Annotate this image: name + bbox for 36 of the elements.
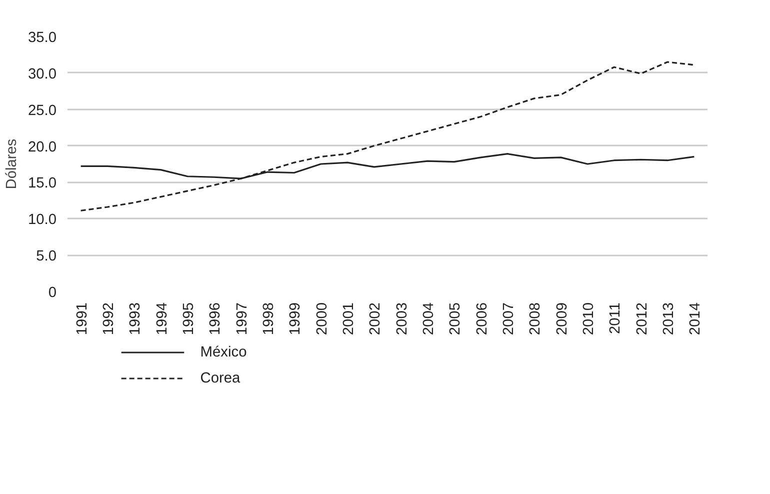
line-series xyxy=(80,61,695,212)
legend-label: Corea xyxy=(200,370,242,386)
y-tick-label: 0 xyxy=(48,285,57,301)
y-tick-label: 30.0 xyxy=(28,66,57,82)
y-tick-label: 25.0 xyxy=(28,102,57,119)
x-tick-label: 2007 xyxy=(501,302,517,336)
x-tick-label: 2014 xyxy=(688,302,704,336)
y-tick-label: 5.0 xyxy=(36,248,56,265)
y-tick-label: 20.0 xyxy=(28,139,57,156)
x-tick-label: 2006 xyxy=(474,302,490,336)
x-tick-label: 2009 xyxy=(554,302,570,336)
x-tick-label: 2002 xyxy=(368,302,384,336)
x-tick-label: 2010 xyxy=(581,302,597,336)
x-tick-label: 2004 xyxy=(421,302,437,336)
x-tick-label: 1993 xyxy=(128,302,144,336)
x-tick-label: 2001 xyxy=(341,302,357,336)
x-tick-label: 1996 xyxy=(208,302,224,336)
x-tick-label: 2000 xyxy=(314,302,330,336)
y-axis-title: Dólares xyxy=(4,138,20,190)
x-tick-label: 2003 xyxy=(394,302,410,336)
x-tick-label: 1991 xyxy=(74,302,90,336)
legend-label: México xyxy=(200,344,247,360)
y-tick-label: 15.0 xyxy=(28,176,57,192)
x-tick-label: 1999 xyxy=(288,302,304,336)
x-tick-label: 2011 xyxy=(608,302,624,334)
x-tick-label: 1997 xyxy=(234,302,250,336)
x-tick-label: 2012 xyxy=(634,302,650,336)
x-tick-label: 2005 xyxy=(448,302,464,336)
x-tick-label: 1994 xyxy=(154,302,170,336)
x-tick-label: 2008 xyxy=(528,302,544,336)
y-tick-label: 10.0 xyxy=(28,212,57,228)
x-tick-label: 2013 xyxy=(661,302,677,336)
x-tick-label: 1992 xyxy=(101,302,117,336)
x-tick-label: 1998 xyxy=(261,302,277,336)
x-tick-label: 1995 xyxy=(181,302,197,336)
y-tick-label: 35.0 xyxy=(28,30,57,46)
